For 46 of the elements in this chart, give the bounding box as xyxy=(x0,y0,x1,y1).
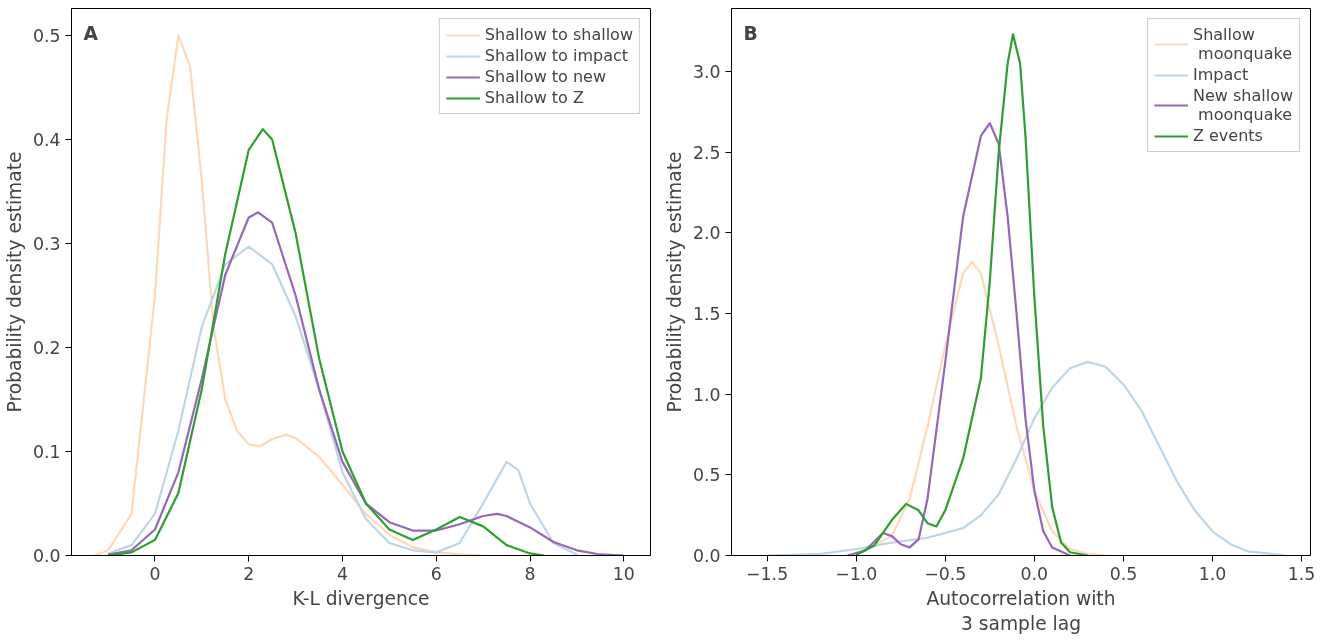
x-tick-label: −0.5 xyxy=(924,563,967,584)
y-tick-label: 0.5 xyxy=(32,26,61,47)
line-series xyxy=(106,211,625,556)
legend-label: Shallow to impact xyxy=(484,46,629,65)
legend-label: Shallow to shallow xyxy=(484,25,633,44)
y-tick-label: 1.5 xyxy=(692,303,721,324)
x-tick-label: 4 xyxy=(336,563,348,584)
x-axis-title: Autocorrelation with 3 sample lag xyxy=(926,587,1116,634)
x-tick-label: 8 xyxy=(524,563,536,584)
legend-label: Shallow moonquake xyxy=(1192,25,1292,63)
line-series xyxy=(766,360,1285,556)
y-tick-label: 2.0 xyxy=(692,223,721,244)
x-tick-label: −1.0 xyxy=(835,563,878,584)
annotation: A xyxy=(83,22,99,44)
x-tick-label: 0.5 xyxy=(1109,563,1138,584)
line-series xyxy=(106,128,546,556)
legend-label: New shallow moonquake xyxy=(1192,86,1293,124)
line-series xyxy=(106,245,578,556)
x-tick-label: 0 xyxy=(149,563,161,584)
x-tick-label: −1.5 xyxy=(746,563,789,584)
y-tick-label: 0.0 xyxy=(32,546,61,566)
y-axis-title: Probability density estimate xyxy=(3,151,25,413)
y-tick-label: 0.0 xyxy=(692,546,721,566)
legend-label: Z events xyxy=(1192,126,1263,145)
legend-label: Shallow to new xyxy=(484,67,607,86)
x-tick-label: 6 xyxy=(430,563,442,584)
line-series xyxy=(846,121,1072,556)
legend-label: Shallow to Z xyxy=(484,88,584,107)
x-tick-label: 0.0 xyxy=(1020,563,1049,584)
y-tick-label: 0.5 xyxy=(692,465,721,486)
x-tick-label: 10 xyxy=(612,563,635,584)
annotation: B xyxy=(743,22,758,44)
y-tick-label: 0.1 xyxy=(32,442,61,463)
y-tick-label: 0.2 xyxy=(32,338,61,359)
x-tick-label: 1.0 xyxy=(1198,563,1227,584)
y-axis-title: Probability density estimate xyxy=(663,151,685,413)
x-tick-label: 1.5 xyxy=(1287,563,1316,584)
y-tick-label: 0.3 xyxy=(32,234,61,255)
y-tick-label: 3.0 xyxy=(692,61,721,82)
y-tick-label: 0.4 xyxy=(32,130,61,151)
y-tick-label: 2.5 xyxy=(692,142,721,163)
x-axis-title: K-L divergence xyxy=(292,587,430,609)
legend-label: Impact xyxy=(1192,65,1249,84)
x-tick-label: 2 xyxy=(243,563,255,584)
y-tick-label: 1.0 xyxy=(692,384,721,405)
line-series xyxy=(855,33,1089,556)
